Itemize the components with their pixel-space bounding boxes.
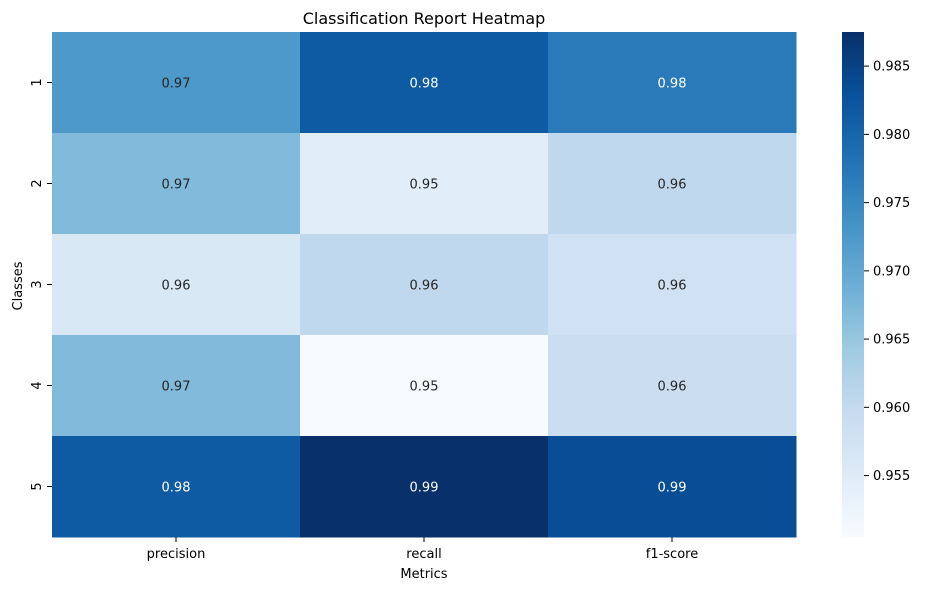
heatmap-cell (52, 133, 301, 235)
cell-annotation: 0.95 (410, 380, 439, 395)
cell-annotation: 0.97 (162, 178, 191, 193)
cell-annotation: 0.98 (410, 77, 439, 92)
colorbar-tick-label: 0.975 (873, 196, 910, 211)
heatmap-cell (548, 436, 797, 538)
colorbar-tick-label: 0.955 (873, 469, 910, 484)
x-tick-label: f1-score (646, 547, 698, 562)
x-tick-label: precision (147, 547, 206, 562)
heatmap-cell (548, 32, 797, 134)
heatmap-cell (300, 32, 549, 134)
y-axis-label: Classes (11, 261, 26, 310)
heatmap-cell (548, 234, 797, 336)
chart-title: Classification Report Heatmap (303, 9, 546, 28)
heatmap-cell (52, 234, 301, 336)
cell-annotation: 0.99 (658, 481, 687, 496)
x-axis-label: Metrics (400, 567, 447, 582)
x-axis: precision recall f1-score (147, 537, 698, 562)
cell-annotation: 0.99 (410, 481, 439, 496)
y-tick-label: 1 (30, 78, 45, 86)
colorbar-tick-label: 0.965 (873, 333, 910, 348)
colorbar-tick-label: 0.960 (873, 401, 910, 416)
colorbar (842, 32, 864, 537)
cell-annotation: 0.95 (410, 178, 439, 193)
y-tick-label: 3 (30, 280, 45, 288)
heatmap-cell (300, 234, 549, 336)
y-tick-label: 2 (30, 179, 45, 187)
heatmap-cell (300, 335, 549, 437)
x-tick-label: recall (406, 547, 441, 562)
cell-annotation: 0.97 (162, 380, 191, 395)
colorbar-tick-label: 0.985 (873, 60, 910, 75)
cell-annotation: 0.96 (162, 279, 191, 294)
heatmap-cell (52, 32, 301, 134)
colorbar-ticks: 0.955 0.960 0.965 0.970 0.975 0.980 0.985 (864, 60, 910, 484)
heatmap-cell (300, 436, 549, 538)
cell-annotation: 0.98 (658, 77, 687, 92)
y-axis: 1 2 3 4 5 (30, 78, 52, 491)
y-tick-label: 4 (30, 381, 45, 389)
colorbar-tick-label: 0.970 (873, 264, 910, 279)
heatmap-cell (52, 436, 301, 538)
cell-annotation: 0.98 (162, 481, 191, 496)
cell-annotation: 0.97 (162, 77, 191, 92)
cell-annotation: 0.96 (658, 279, 687, 294)
heatmap-cell (548, 133, 797, 235)
heatmap-cells: 0.97 0.98 0.98 0.97 0.95 0.96 0.96 0.96 0.96 0.97… (52, 32, 797, 538)
y-tick-label: 5 (30, 482, 45, 490)
heatmap-cell (548, 335, 797, 437)
heatmap-cell (300, 133, 549, 235)
heatmap-cell (52, 335, 301, 437)
cell-annotation: 0.96 (658, 178, 687, 193)
cell-annotation: 0.96 (658, 380, 687, 395)
cell-annotation: 0.96 (410, 279, 439, 294)
colorbar-tick-label: 0.980 (873, 128, 910, 143)
